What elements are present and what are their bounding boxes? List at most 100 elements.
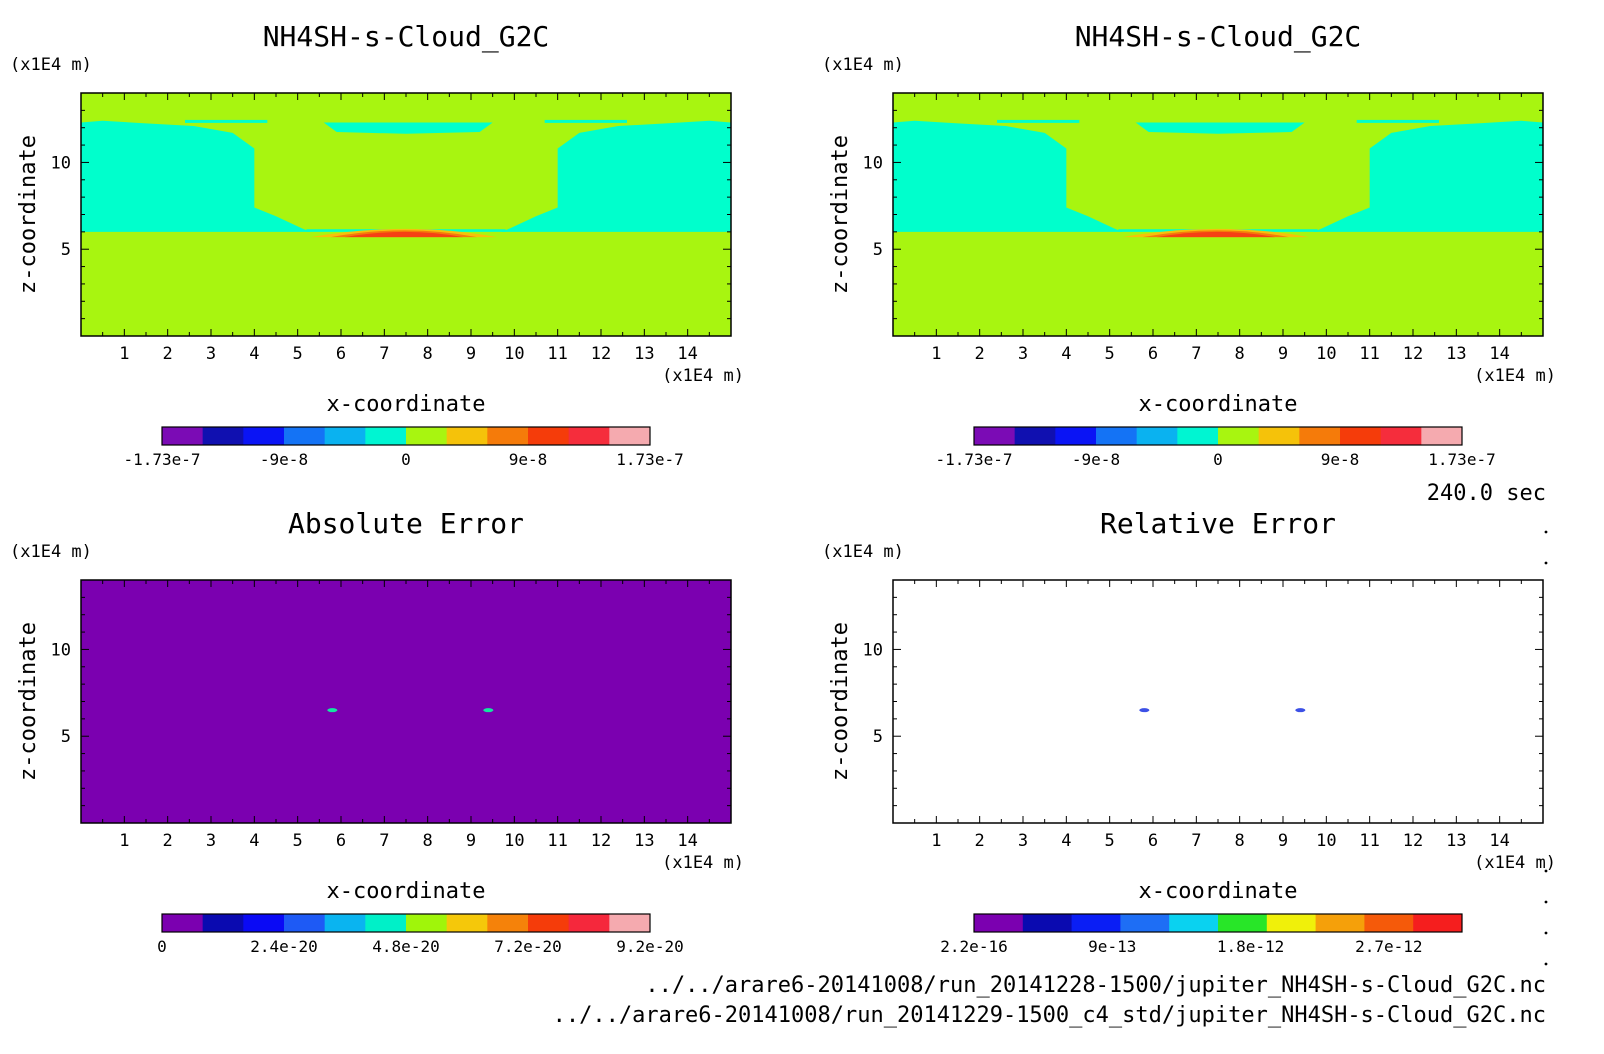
colorbar-tick-label: 2.7e-12 [1355, 937, 1422, 956]
colorbar-tick-label: -9e-8 [1072, 450, 1120, 469]
x-tick-label: 11 [1359, 344, 1379, 364]
colorbar-tick-label: -1.73e-7 [935, 450, 1012, 469]
colorbar-swatch [365, 914, 407, 932]
colorbar-swatch [1218, 427, 1260, 445]
colorbar-swatch [284, 427, 326, 445]
colorbar-swatch [609, 914, 651, 932]
y-tick-label: 5 [61, 727, 71, 747]
colorbar-frame [161, 913, 651, 933]
x-tick-label: 2 [163, 831, 173, 851]
colorbar-swatch [162, 427, 204, 445]
z-unit-label: (x1E4 m) [822, 542, 904, 562]
y-tick-label: 10 [51, 153, 71, 173]
field-area [81, 93, 731, 336]
colorbar-swatch [1380, 427, 1422, 445]
x-unit-label: (x1E4 m) [662, 853, 744, 873]
chart-title: NH4SH-s-Cloud_G2C [263, 20, 550, 54]
colorbar-swatch [243, 914, 285, 932]
x-unit-label: (x1E4 m) [662, 366, 744, 386]
colorbar-swatch [1177, 427, 1219, 445]
x-tick-label: 2 [975, 831, 985, 851]
colorbar-swatch [1120, 914, 1170, 932]
x-tick-label: 11 [547, 831, 567, 851]
y-axis-label: z-coordinate [828, 135, 853, 294]
colorbar-tick-label: 0 [157, 937, 167, 956]
colorbar-swatch [1340, 427, 1382, 445]
colorbar-swatch [1364, 914, 1414, 932]
x-tick-label: 10 [504, 344, 524, 364]
colorbar-tick-label: 9.2e-20 [616, 937, 683, 956]
x-tick-label: 14 [1489, 831, 1509, 851]
colorbar-tick-label: 0 [1213, 450, 1223, 469]
colorbar-swatch [487, 427, 529, 445]
footer-file-2: ../../arare6-20141008/run_20141229-1500_… [553, 1003, 1546, 1028]
colorbar-swatch [1022, 914, 1073, 932]
x-tick-label: 13 [634, 344, 654, 364]
colorbar-swatch [568, 427, 610, 445]
x-tick-label: 8 [423, 344, 433, 364]
colorbar-swatch [202, 427, 244, 445]
field-background [81, 580, 731, 823]
colorbar-swatch [1218, 914, 1268, 932]
x-tick-label: 2 [975, 344, 985, 364]
x-tick-label: 4 [1061, 344, 1071, 364]
field-area [893, 93, 1543, 336]
colorbar-tick-label: 4.8e-20 [372, 937, 439, 956]
colorbar-swatch [446, 914, 488, 932]
chart-title: Relative Error [1100, 507, 1336, 540]
x-axis-label: x-coordinate [1139, 392, 1298, 417]
x-tick-label: 4 [249, 344, 259, 364]
x-tick-label: 2 [163, 344, 173, 364]
colorbar-tick-label: 2.4e-20 [250, 937, 317, 956]
x-tick-label: 13 [1446, 831, 1466, 851]
x-tick-label: 9 [466, 831, 476, 851]
colorbar-swatch [1413, 914, 1463, 932]
chart-title: Absolute Error [288, 507, 524, 540]
x-tick-label: 3 [206, 344, 216, 364]
max-region-core [1156, 231, 1275, 238]
x-axis-label: x-coordinate [327, 392, 486, 417]
x-tick-label: 10 [1316, 344, 1336, 364]
colorbar-swatch [1266, 914, 1317, 932]
cloud-strip-right [544, 119, 627, 123]
chart-panel-p1: NH4SH-s-Cloud_G2C(x1E4 m)1 2 3 4 5 6 7 8 9 10 11 12… [10, 20, 744, 469]
colorbar-swatch [1258, 427, 1300, 445]
y-axis-label: z-coordinate [828, 622, 853, 781]
colorbar-swatch [528, 427, 570, 445]
cloud-strip-center [1135, 122, 1305, 134]
chart-title: NH4SH-s-Cloud_G2C [1075, 20, 1362, 54]
cloud-strip-center [323, 122, 493, 134]
x-tick-label: 12 [591, 344, 611, 364]
x-axis-label: x-coordinate [1139, 879, 1298, 904]
cloud-strip-left [185, 119, 268, 123]
colorbar-tick-label: 9e-8 [509, 450, 548, 469]
colorbar-tick-label: 7.2e-20 [494, 937, 561, 956]
x-tick-label: 7 [379, 831, 389, 851]
x-tick-label: 9 [1278, 344, 1288, 364]
x-tick-label: 3 [1018, 831, 1028, 851]
x-tick-label: 1 [119, 831, 129, 851]
x-tick-label: 10 [504, 831, 524, 851]
colorbar-swatch [1136, 427, 1178, 445]
x-tick-label: 12 [1403, 831, 1423, 851]
x-tick-label: 3 [1018, 344, 1028, 364]
cloud-region-right [1313, 120, 1543, 232]
colorbar-swatch [406, 427, 448, 445]
x-tick-label: 6 [336, 831, 346, 851]
x-tick-label: 1 [931, 344, 941, 364]
error-spot-2 [1295, 708, 1306, 713]
x-tick-label: 5 [293, 831, 303, 851]
x-tick-label: 10 [1316, 831, 1336, 851]
colorbar-swatch [609, 427, 651, 445]
colorbar-tick-label: -9e-8 [260, 450, 308, 469]
colorbar-swatch [1315, 914, 1365, 932]
right-margin-dots [1544, 530, 1548, 966]
x-tick-label: 13 [1446, 344, 1466, 364]
field-area [893, 580, 1543, 823]
colorbar-swatch [528, 914, 570, 932]
colorbar-tick-label: 2.2e-16 [940, 937, 1007, 956]
x-tick-label: 5 [1105, 831, 1115, 851]
colorbar-tick-label: 1.8e-12 [1217, 937, 1284, 956]
x-tick-label: 1 [931, 831, 941, 851]
